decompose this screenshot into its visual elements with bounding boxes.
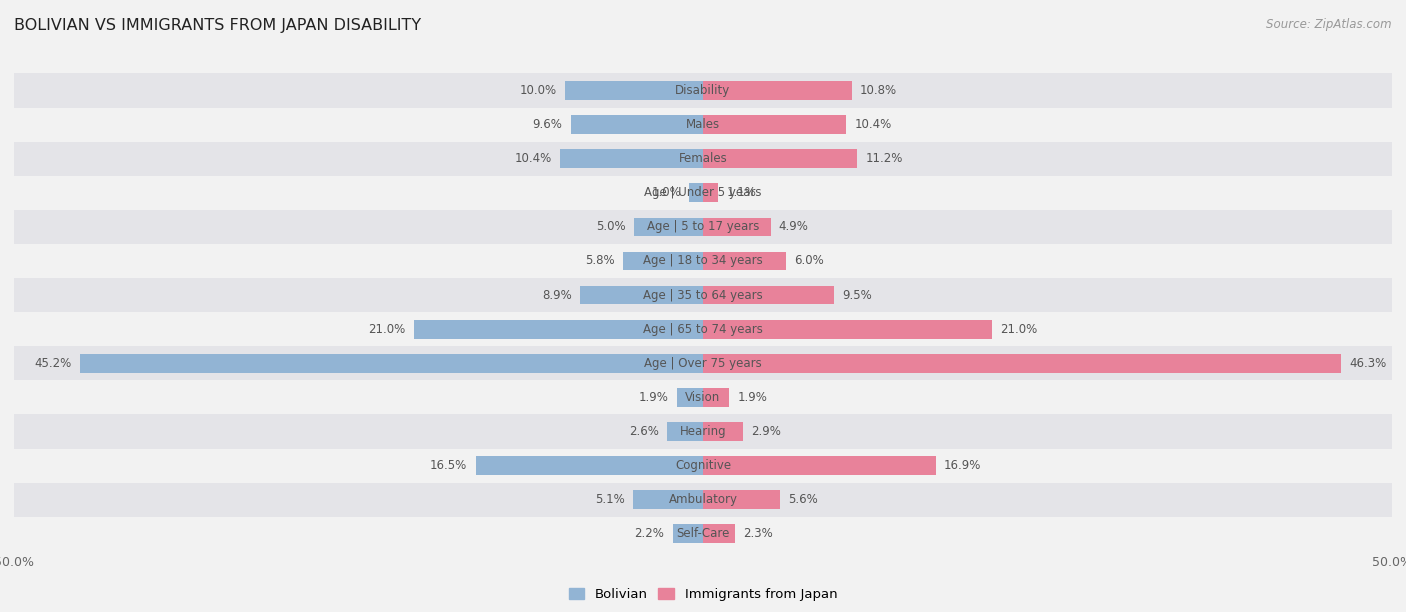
- Text: Age | 65 to 74 years: Age | 65 to 74 years: [643, 323, 763, 335]
- Text: 45.2%: 45.2%: [35, 357, 72, 370]
- Text: 6.0%: 6.0%: [794, 255, 824, 267]
- Bar: [14, 312, 1392, 346]
- Bar: [14, 73, 1392, 108]
- Bar: [571, 115, 703, 134]
- Text: 21.0%: 21.0%: [1001, 323, 1038, 335]
- Text: 21.0%: 21.0%: [368, 323, 405, 335]
- Text: 2.9%: 2.9%: [751, 425, 782, 438]
- Text: 46.3%: 46.3%: [1350, 357, 1386, 370]
- Bar: [703, 320, 993, 338]
- Bar: [703, 217, 770, 236]
- Bar: [80, 354, 703, 373]
- Bar: [703, 286, 834, 304]
- Text: 5.0%: 5.0%: [596, 220, 626, 233]
- Text: Females: Females: [679, 152, 727, 165]
- Text: Age | 5 to 17 years: Age | 5 to 17 years: [647, 220, 759, 233]
- Text: BOLIVIAN VS IMMIGRANTS FROM JAPAN DISABILITY: BOLIVIAN VS IMMIGRANTS FROM JAPAN DISABI…: [14, 18, 422, 34]
- Text: Vision: Vision: [685, 391, 721, 404]
- Text: Self-Care: Self-Care: [676, 528, 730, 540]
- Bar: [623, 252, 703, 271]
- Text: 10.8%: 10.8%: [860, 84, 897, 97]
- Bar: [14, 346, 1392, 380]
- Text: 1.9%: 1.9%: [638, 391, 669, 404]
- Bar: [689, 184, 703, 202]
- Bar: [14, 210, 1392, 244]
- Text: 10.0%: 10.0%: [520, 84, 557, 97]
- Text: Source: ZipAtlas.com: Source: ZipAtlas.com: [1267, 18, 1392, 31]
- Bar: [634, 217, 703, 236]
- Text: 16.5%: 16.5%: [430, 459, 467, 472]
- Bar: [668, 422, 703, 441]
- Text: 1.0%: 1.0%: [651, 186, 681, 200]
- Text: 5.6%: 5.6%: [789, 493, 818, 506]
- Bar: [14, 176, 1392, 210]
- Text: 11.2%: 11.2%: [866, 152, 903, 165]
- Bar: [633, 490, 703, 509]
- Bar: [676, 388, 703, 407]
- Bar: [413, 320, 703, 338]
- Bar: [14, 244, 1392, 278]
- Bar: [14, 483, 1392, 517]
- Text: 5.1%: 5.1%: [595, 493, 624, 506]
- Text: 2.6%: 2.6%: [628, 425, 659, 438]
- Text: Age | 35 to 64 years: Age | 35 to 64 years: [643, 289, 763, 302]
- Bar: [703, 422, 742, 441]
- Text: Hearing: Hearing: [679, 425, 727, 438]
- Text: 10.4%: 10.4%: [515, 152, 551, 165]
- Bar: [581, 286, 703, 304]
- Text: Disability: Disability: [675, 84, 731, 97]
- Text: 9.6%: 9.6%: [533, 118, 562, 131]
- Bar: [703, 524, 735, 543]
- Text: 10.4%: 10.4%: [855, 118, 891, 131]
- Bar: [672, 524, 703, 543]
- Text: 1.9%: 1.9%: [738, 391, 768, 404]
- Text: 1.1%: 1.1%: [727, 186, 756, 200]
- Bar: [703, 252, 786, 271]
- Bar: [14, 517, 1392, 551]
- Bar: [14, 278, 1392, 312]
- Text: Ambulatory: Ambulatory: [668, 493, 738, 506]
- Bar: [703, 354, 1341, 373]
- Text: 8.9%: 8.9%: [543, 289, 572, 302]
- Bar: [703, 490, 780, 509]
- Text: Males: Males: [686, 118, 720, 131]
- Text: 9.5%: 9.5%: [842, 289, 872, 302]
- Bar: [14, 449, 1392, 483]
- Text: 5.8%: 5.8%: [585, 255, 614, 267]
- Text: Cognitive: Cognitive: [675, 459, 731, 472]
- Bar: [703, 81, 852, 100]
- Bar: [565, 81, 703, 100]
- Text: Age | Over 75 years: Age | Over 75 years: [644, 357, 762, 370]
- Bar: [14, 108, 1392, 141]
- Text: 2.3%: 2.3%: [742, 528, 773, 540]
- Bar: [475, 456, 703, 475]
- Bar: [560, 149, 703, 168]
- Text: 16.9%: 16.9%: [945, 459, 981, 472]
- Bar: [14, 380, 1392, 414]
- Bar: [703, 149, 858, 168]
- Text: Age | 18 to 34 years: Age | 18 to 34 years: [643, 255, 763, 267]
- Text: Age | Under 5 years: Age | Under 5 years: [644, 186, 762, 200]
- Bar: [703, 115, 846, 134]
- Bar: [14, 141, 1392, 176]
- Text: 2.2%: 2.2%: [634, 528, 665, 540]
- Bar: [703, 184, 718, 202]
- Bar: [703, 456, 936, 475]
- Text: 4.9%: 4.9%: [779, 220, 808, 233]
- Bar: [703, 388, 730, 407]
- Bar: [14, 414, 1392, 449]
- Legend: Bolivian, Immigrants from Japan: Bolivian, Immigrants from Japan: [564, 583, 842, 606]
